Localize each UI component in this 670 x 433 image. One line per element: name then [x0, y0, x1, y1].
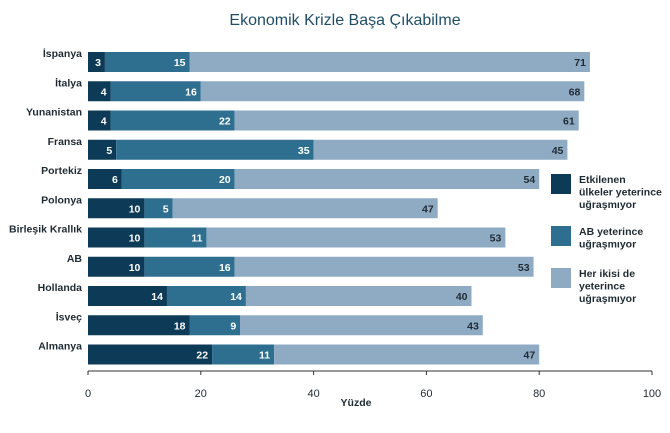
category-label-hollanda: Hollanda [38, 282, 82, 294]
bar-ispanya-series-3 [189, 52, 590, 72]
bar-portekiz-series-2 [121, 169, 235, 189]
bar-birlesik-krallik-series-3 [206, 227, 506, 248]
bar-italya-series-1 [88, 81, 111, 102]
bar-value-yunanistan-series-1: 4 [101, 116, 107, 128]
bar-birlesik-krallik-series-2 [144, 227, 207, 248]
x-tick-label-60: 60 [420, 388, 432, 400]
x-tick-label-80: 80 [533, 388, 545, 400]
bar-value-almanya-series-1: 22 [196, 350, 208, 362]
bar-value-isvec-series-1: 18 [174, 320, 186, 332]
bar-value-ispanya-series-2: 15 [174, 57, 186, 69]
bar-isvec-series-1 [88, 315, 190, 336]
bar-value-ispanya-series-1: 3 [95, 57, 101, 69]
bar-portekiz-series-1 [88, 169, 122, 189]
bar-value-fransa-series-3: 45 [552, 145, 564, 157]
category-label-birlesik-krallik: Birleşik Krallık [9, 224, 82, 236]
bar-value-almanya-series-2: 11 [259, 350, 270, 362]
category-label-italya: İtalya [55, 76, 82, 89]
legend-swatch-1 [551, 174, 571, 194]
bar-polonya-series-1 [88, 198, 145, 219]
bar-ab-series-2 [144, 256, 235, 277]
bar-value-ab-series-2: 16 [219, 262, 231, 274]
x-axis-label: Yüzde [341, 397, 372, 409]
bar-value-ab-series-3: 53 [518, 262, 530, 274]
bar-ab-series-3 [234, 256, 534, 277]
bar-value-almanya-series-3: 47 [524, 350, 536, 362]
bar-value-portekiz-series-3: 54 [524, 174, 536, 186]
bar-yunanistan-series-2 [110, 110, 235, 131]
legend-label-3: Her ikisi de yeterince uğraşmıyor [579, 268, 636, 305]
bar-ab-series-1 [88, 256, 145, 277]
bar-value-polonya-series-3: 47 [422, 203, 434, 215]
category-label-almanya: Almanya [38, 341, 82, 353]
legend-label-1: Etkilenen ülkeler yeterince uğraşmıyor [579, 174, 662, 211]
bar-fransa-series-1 [88, 139, 117, 160]
bar-isvec-series-2 [189, 315, 241, 336]
bar-fransa-series-2 [116, 139, 314, 160]
bar-birlesik-krallik-series-1 [88, 227, 145, 248]
x-tick-label-0: 0 [85, 388, 91, 400]
bar-italya-series-3 [200, 81, 585, 102]
bar-value-isvec-series-2: 9 [230, 320, 236, 332]
bar-value-fransa-series-2: 35 [298, 145, 310, 157]
legend-label-2: AB yeterince uğraşmıyor [579, 226, 643, 251]
category-label-ab: AB [67, 253, 83, 265]
bar-yunanistan-series-3 [234, 110, 579, 131]
bar-value-polonya-series-1: 10 [129, 203, 141, 215]
bar-value-hollanda-series-1: 14 [151, 291, 163, 303]
category-label-yunanistan: Yunanistan [26, 107, 82, 119]
bar-polonya-series-2 [144, 198, 173, 219]
bar-ispanya-series-1 [88, 52, 105, 72]
bar-value-ab-series-1: 10 [129, 262, 141, 274]
bar-value-birlesik-krallik-series-1: 10 [129, 233, 141, 245]
category-label-portekiz: Portekiz [41, 165, 82, 177]
bar-value-italya-series-1: 4 [101, 86, 107, 98]
legend-swatch-2 [551, 226, 571, 246]
bar-fransa-series-3 [313, 139, 568, 160]
bar-value-ispanya-series-3: 71 [574, 57, 586, 69]
bar-value-polonya-series-2: 5 [163, 203, 169, 215]
bar-hollanda-series-2 [166, 286, 246, 306]
bar-value-hollanda-series-2: 14 [230, 291, 242, 303]
bar-value-isvec-series-3: 43 [467, 320, 479, 332]
bar-italya-series-2 [110, 81, 201, 102]
category-label-ispanya: İspanya [43, 47, 82, 60]
bar-value-hollanda-series-3: 40 [456, 291, 468, 303]
bar-hollanda-series-1 [88, 286, 167, 306]
bar-portekiz-series-3 [234, 169, 540, 189]
bar-value-fransa-series-1: 5 [106, 145, 112, 157]
bar-value-portekiz-series-1: 6 [112, 174, 118, 186]
legend-swatch-3 [551, 268, 571, 288]
bar-hollanda-series-3 [245, 286, 472, 306]
x-tick-label-100: 100 [643, 388, 661, 400]
bar-value-birlesik-krallik-series-2: 11 [191, 233, 202, 245]
category-label-fransa: Fransa [48, 136, 83, 148]
bar-polonya-series-3 [172, 198, 438, 219]
bar-almanya-series-1 [88, 344, 213, 365]
bar-value-italya-series-3: 68 [569, 86, 581, 98]
chart-title: Ekonomik Krizle Başa Çıkabilme [229, 12, 460, 29]
x-tick-label-40: 40 [307, 388, 319, 400]
bar-ispanya-series-2 [104, 52, 190, 72]
category-label-polonya: Polonya [41, 194, 82, 206]
bar-yunanistan-series-1 [88, 110, 111, 131]
category-label-isvec: İsveç [56, 310, 82, 323]
bar-value-italya-series-2: 16 [185, 86, 197, 98]
bar-value-portekiz-series-2: 20 [219, 174, 231, 186]
bar-isvec-series-3 [240, 315, 483, 336]
bar-value-yunanistan-series-2: 22 [219, 116, 231, 128]
bar-almanya-series-3 [274, 344, 540, 365]
x-tick-label-20: 20 [195, 388, 207, 400]
bar-almanya-series-2 [212, 344, 275, 365]
bar-value-yunanistan-series-3: 61 [563, 116, 575, 128]
bar-value-birlesik-krallik-series-3: 53 [490, 233, 502, 245]
